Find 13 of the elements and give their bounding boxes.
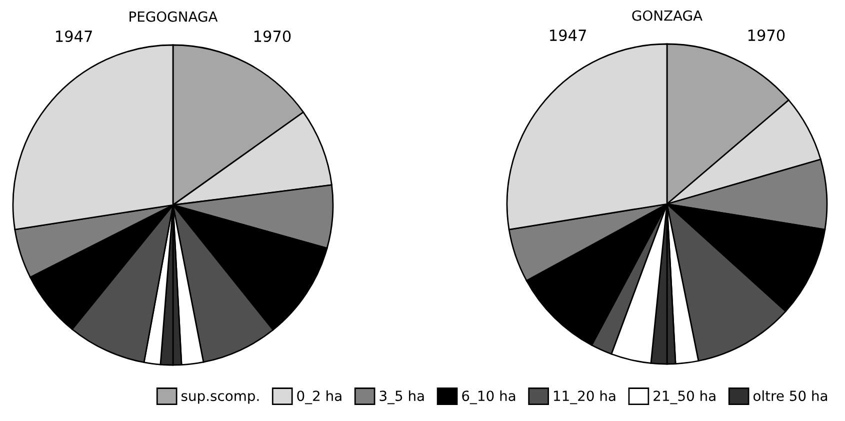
legend-label: oltre 50 ha bbox=[753, 390, 828, 402]
text: 1947 bbox=[550, 29, 586, 42]
text: 1970 bbox=[254, 30, 291, 42]
legend-label: 6_10 ha bbox=[462, 390, 516, 404]
legend-label: 3_5 ha bbox=[380, 390, 424, 404]
text: 1947 bbox=[56, 30, 92, 42]
chart-title: PEGOGNAGA bbox=[130, 11, 218, 22]
chart-title: GONZAGA bbox=[632, 10, 702, 21]
legend-label: 0_2 ha bbox=[297, 390, 342, 404]
text: 1970 bbox=[748, 29, 785, 42]
legend-label: 21_50 ha bbox=[654, 390, 716, 404]
legend-label: sup.scomp. bbox=[181, 393, 259, 404]
legend-label: 11_20 ha bbox=[554, 390, 616, 404]
